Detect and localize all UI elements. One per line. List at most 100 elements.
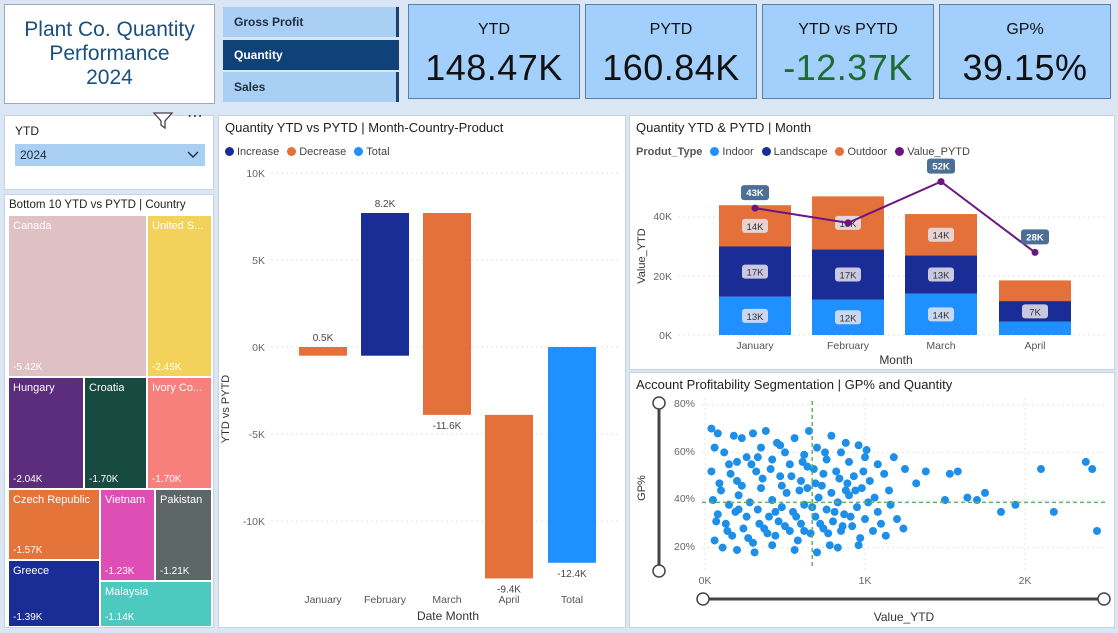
- chevron-down-icon: [187, 151, 199, 158]
- scatter-point: [857, 484, 866, 493]
- scatter-point: [865, 476, 874, 485]
- data-label-bg: [742, 218, 768, 233]
- treemap-tile-vietnam[interactable]: Vietnam -1.23K: [100, 489, 155, 581]
- value-pytd-point: [751, 204, 759, 212]
- scatter-gridlines: [702, 398, 1106, 571]
- x-tick: April: [498, 594, 519, 606]
- scatter-point: [781, 448, 789, 457]
- scatter-point: [832, 467, 841, 476]
- scatter-point: [790, 434, 799, 443]
- y-tick: 60%: [674, 446, 695, 458]
- treemap-tile-hungary[interactable]: Hungary -2.04K: [8, 377, 84, 489]
- scatter-x-axis-title: Value_YTD: [874, 610, 935, 624]
- tile-value: -1.70K: [152, 474, 182, 485]
- y-range-slider-handle-top[interactable]: [652, 396, 666, 410]
- kpi-card-gp-percent: GP% 39.15%: [939, 4, 1111, 99]
- data-label: 7K: [1029, 307, 1041, 318]
- x-tick: March: [432, 594, 461, 606]
- combo-bars: 13K17K14KJanuary12K17K18KFebruary14K13K1…: [719, 196, 1071, 352]
- x-range-slider-handle-left[interactable]: [696, 592, 710, 606]
- scatter-point: [747, 460, 756, 469]
- kpi-card-ytd: YTD 148.47K: [408, 4, 580, 99]
- scatter-point: [945, 469, 954, 478]
- scatter-point: [854, 541, 863, 550]
- legend-value-pytd-label: Value_PYTD: [907, 146, 970, 158]
- tile-name: Hungary: [13, 382, 55, 394]
- legend-outdoor-swatch: [835, 147, 845, 156]
- nav-gross-profit-button[interactable]: Gross Profit: [223, 7, 399, 37]
- tile-name: Ivory Co...: [152, 382, 203, 394]
- combo-legend-title: Produt_Type: [636, 146, 703, 158]
- scatter-point: [824, 529, 833, 538]
- data-label: -11.6K: [433, 421, 462, 432]
- treemap-tile-united-states[interactable]: United S... -2.45K: [147, 215, 212, 377]
- scatter-point: [819, 469, 828, 478]
- data-label: 14K: [933, 231, 951, 242]
- year-dropdown[interactable]: 2024: [15, 144, 205, 166]
- y-tick: 40%: [674, 493, 695, 505]
- scatter-point: [912, 479, 921, 488]
- nav-sales-button[interactable]: Sales: [223, 72, 399, 102]
- data-label: 13K: [933, 271, 951, 282]
- kpi-value: 148.47K: [425, 47, 563, 88]
- data-label: 52K: [932, 162, 950, 173]
- treemap-tile-ivory-coast[interactable]: Ivory Co... -1.70K: [147, 377, 212, 489]
- x-tick: April: [1024, 340, 1045, 352]
- scatter-point: [873, 507, 882, 516]
- legend-value-pytd-swatch: [895, 147, 905, 156]
- treemap-tile-canada[interactable]: Canada -5.42K: [8, 215, 147, 377]
- treemap-tile-malaysia[interactable]: Malaysia -1.14K: [100, 581, 212, 627]
- x-tick: January: [736, 340, 774, 352]
- treemap-tile-greece[interactable]: Greece -1.39K: [8, 560, 100, 627]
- report-title: Plant Co. Quantity Performance 2024: [4, 4, 215, 104]
- scatter-point: [838, 522, 847, 531]
- scatter-point: [766, 465, 775, 474]
- value-pytd-point: [844, 219, 852, 227]
- legend-increase-label: Increase: [237, 146, 280, 158]
- scatter-point: [720, 448, 729, 457]
- scatter-point: [840, 510, 849, 519]
- scatter-point: [835, 474, 844, 483]
- scatter-point: [742, 453, 751, 462]
- scatter-point: [848, 522, 857, 531]
- scatter-point: [755, 519, 764, 528]
- filter-icon[interactable]: [152, 110, 174, 130]
- scatter-point: [861, 453, 869, 462]
- y-tick: 5K: [252, 255, 265, 267]
- scatter-point: [749, 429, 757, 438]
- treemap-tile-croatia[interactable]: Croatia -1.70K: [84, 377, 147, 489]
- data-label: 43K: [746, 188, 764, 199]
- y-range-slider-handle-bottom[interactable]: [652, 564, 666, 578]
- x-tick: 0K: [699, 575, 712, 587]
- legend-increase-swatch: [225, 147, 234, 156]
- tile-name: Malaysia: [105, 586, 149, 598]
- scatter-point: [776, 441, 785, 450]
- nav-quantity-button[interactable]: Quantity: [223, 40, 399, 70]
- scatter-point: [797, 519, 805, 528]
- scatter-point: [813, 443, 821, 452]
- scatter-point: [742, 512, 751, 521]
- scatter-point: [707, 424, 716, 433]
- treemap-tile-pakistan[interactable]: Pakistan -1.21K: [155, 489, 212, 581]
- scatter-point: [717, 486, 725, 495]
- scatter-point: [811, 479, 820, 488]
- tile-value: -1.14K: [105, 612, 135, 623]
- more-options-icon[interactable]: ⋯: [187, 108, 203, 125]
- y-tick: 0K: [252, 342, 265, 354]
- x-tick: 2K: [1019, 575, 1032, 587]
- scatter-point: [710, 443, 719, 452]
- scatter-point: [745, 498, 754, 507]
- x-range-slider-handle-right[interactable]: [1097, 592, 1111, 606]
- treemap-tile-czech-republic[interactable]: Czech Republic -1.57K: [8, 489, 100, 560]
- tile-name: Canada: [13, 220, 52, 232]
- scatter-point: [901, 465, 909, 474]
- scatter-title: Account Profitability Segmentation | GP%…: [636, 377, 953, 392]
- scatter-y-axis-title: GP%: [636, 475, 648, 501]
- waterfall-bars: 0.5K January 8.2K February -11.6K March -9.4KA…: [299, 199, 596, 606]
- tile-name: Pakistan: [160, 494, 203, 506]
- scatter-point: [861, 515, 869, 524]
- data-label: 28K: [1026, 232, 1044, 243]
- data-label: 17K: [840, 271, 858, 282]
- waterfall-panel: Quantity YTD vs PYTD | Month-Country-Pro…: [218, 115, 626, 628]
- scatter-point: [765, 512, 773, 521]
